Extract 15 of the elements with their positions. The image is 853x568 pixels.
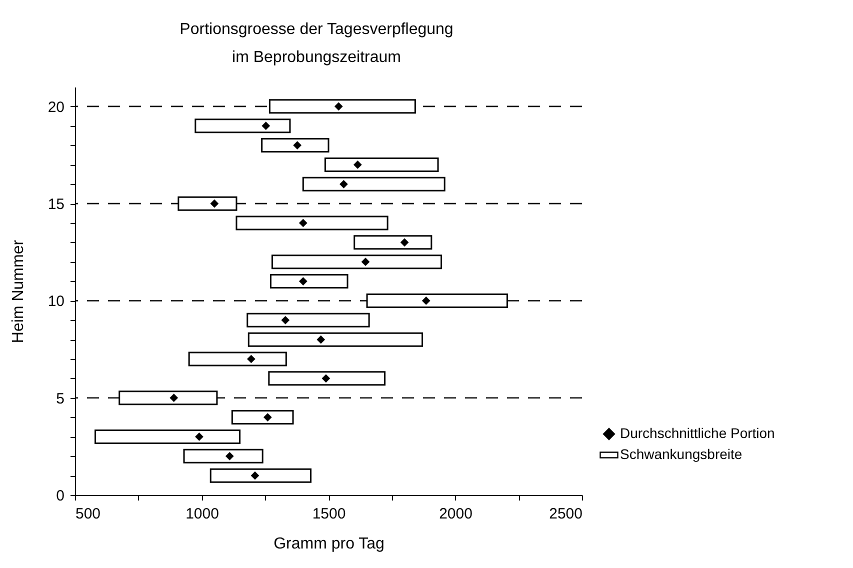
x-tick-label: 2500 — [549, 506, 582, 522]
x-tick-label: 500 — [76, 506, 101, 522]
y-tick-label: 15 — [48, 196, 64, 214]
x-axis-title: Gramm pro Tag — [274, 536, 384, 552]
x-tick-label: 1000 — [186, 506, 219, 522]
y-axis-title: Heim Nummer — [10, 239, 27, 344]
legend-label: Schwankungsbreite — [620, 446, 742, 462]
x-tick-label: 1500 — [312, 506, 346, 522]
y-tick-label: 0 — [56, 488, 64, 504]
y-tick-label: 20 — [48, 98, 64, 116]
legend-label: Durchschnittliche Portion — [620, 425, 775, 441]
y-tick-label: 10 — [48, 293, 64, 310]
y-tick-label: 5 — [56, 390, 64, 408]
chart-title: Portionsgroesse der Tagesverpflegung im Beprobungszeitraum — [180, 21, 454, 66]
x-tick-label: 2000 — [439, 506, 472, 522]
